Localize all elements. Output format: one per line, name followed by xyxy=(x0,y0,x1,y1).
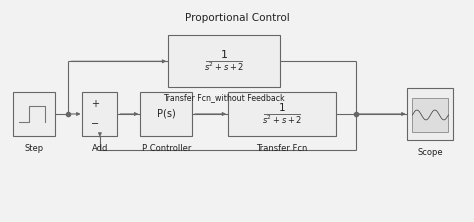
Text: Add: Add xyxy=(91,144,108,153)
Text: Transfer Fcn: Transfer Fcn xyxy=(256,144,308,153)
Text: 1: 1 xyxy=(279,103,285,113)
Text: Scope: Scope xyxy=(418,148,443,157)
Text: Step: Step xyxy=(24,144,43,153)
Bar xyxy=(408,88,453,140)
Bar xyxy=(140,92,192,136)
Text: Proportional Control: Proportional Control xyxy=(185,13,289,23)
Text: Transfer Fcn_without Feedback: Transfer Fcn_without Feedback xyxy=(163,93,285,102)
Bar xyxy=(168,36,280,87)
Bar xyxy=(82,92,118,136)
Text: P Controller: P Controller xyxy=(142,144,191,153)
Text: P(s): P(s) xyxy=(157,109,175,119)
Bar xyxy=(228,92,336,136)
Text: $s^2+s+2$: $s^2+s+2$ xyxy=(262,114,302,126)
Text: $s^2+s+2$: $s^2+s+2$ xyxy=(204,61,244,73)
Text: +: + xyxy=(91,99,99,109)
Text: −: − xyxy=(91,119,99,129)
Text: 1: 1 xyxy=(220,50,228,60)
Bar xyxy=(412,98,448,132)
Bar xyxy=(13,92,55,136)
